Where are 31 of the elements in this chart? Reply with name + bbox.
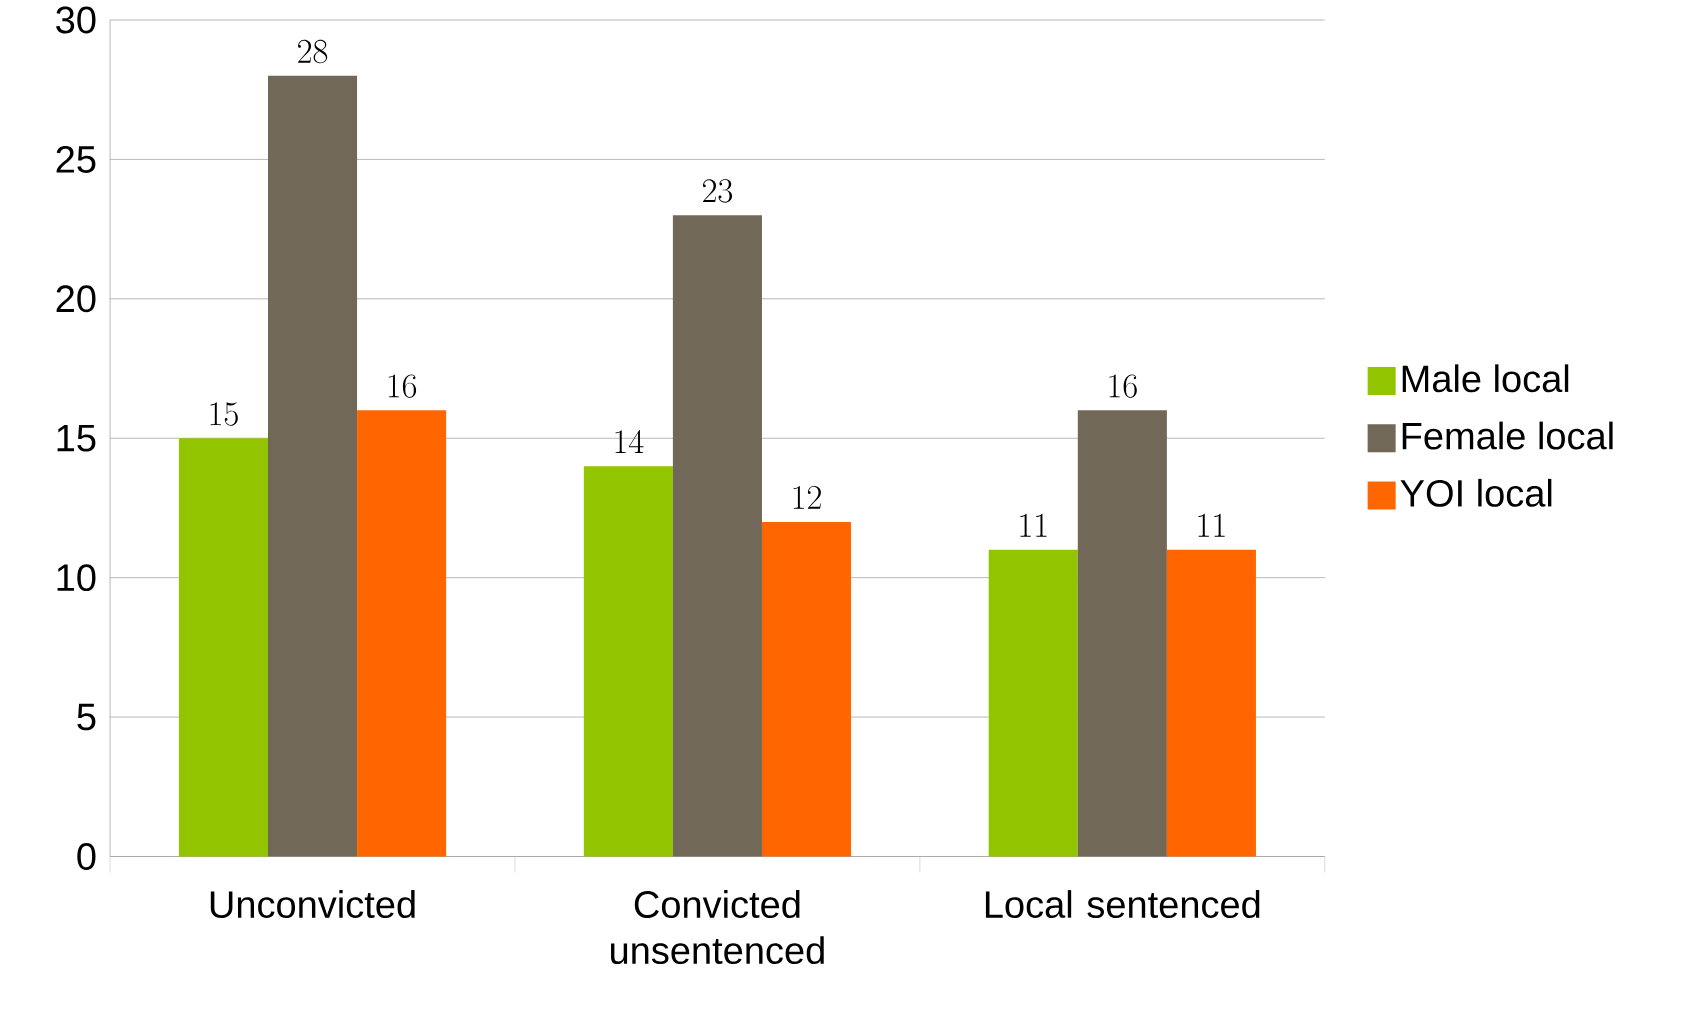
data-label: 11 xyxy=(1198,514,1225,537)
y-tick-label: 25 xyxy=(56,146,96,174)
legend-label: Female local xyxy=(1402,421,1613,450)
y-tick-label: 30 xyxy=(56,6,96,34)
data-label: 16 xyxy=(388,374,417,399)
y-tick-label: 10 xyxy=(57,564,96,592)
data-label: 12 xyxy=(793,486,821,510)
y-tick-label: 20 xyxy=(56,285,96,313)
data-label: 16 xyxy=(1109,374,1137,399)
bar xyxy=(1077,410,1167,857)
legend-label: Male local xyxy=(1402,364,1569,393)
bar xyxy=(672,215,762,857)
bar xyxy=(1166,549,1256,857)
bar xyxy=(583,466,673,857)
bar xyxy=(267,75,358,857)
data-label: 28 xyxy=(298,40,328,64)
data-label: 15 xyxy=(210,402,238,426)
data-label: 11 xyxy=(1020,514,1047,537)
y-tick-label: 15 xyxy=(57,425,96,452)
y-tick-label: 0 xyxy=(77,843,96,871)
x-tick-label: Local sentenced xyxy=(985,890,1260,919)
legend-label: YOI local xyxy=(1400,479,1552,508)
data-label: 14 xyxy=(615,430,644,454)
bar xyxy=(761,522,852,857)
bar xyxy=(178,438,268,857)
bar xyxy=(988,549,1078,857)
x-tick-label: Convicted unsentenced xyxy=(611,890,824,965)
y-tick-label: 5 xyxy=(77,704,96,731)
data-label: 23 xyxy=(702,179,733,203)
bar xyxy=(357,410,447,857)
x-tick-label: Unconvicted xyxy=(210,890,415,919)
